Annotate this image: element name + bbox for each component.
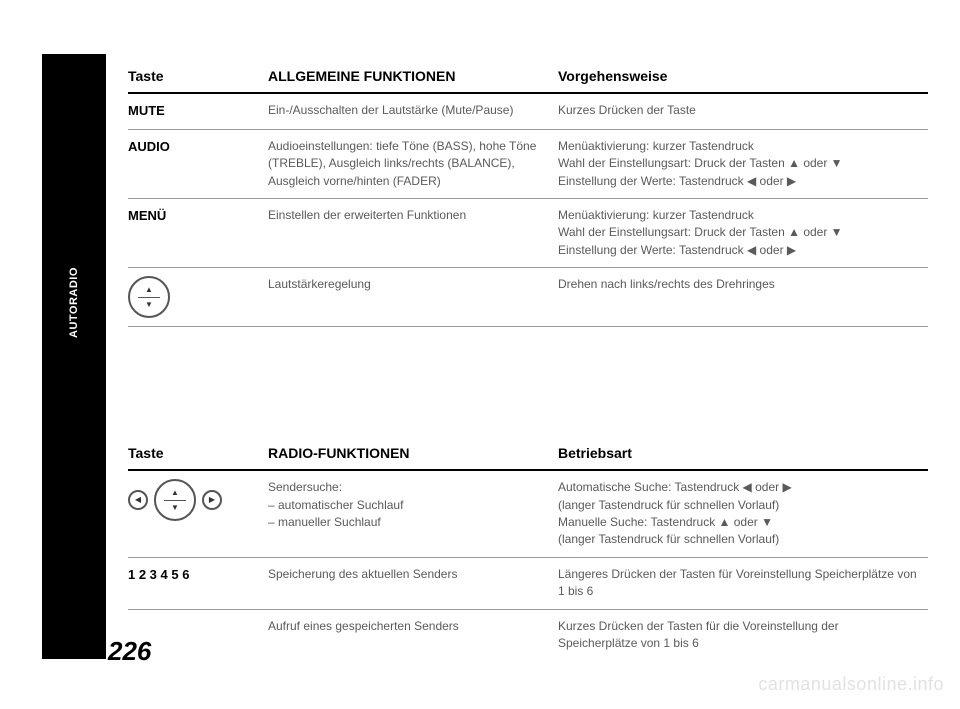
t2-head-key: Taste — [128, 437, 268, 470]
t2r1-op: Längeres Drücken der Tasten für Voreinst… — [558, 557, 928, 609]
t2r1-fn: Speicherung des aktuellen Senders — [268, 557, 558, 609]
sidebar-tab — [42, 54, 106, 659]
t1r3-op: Drehen nach links/rechts des Drehringes — [558, 268, 928, 327]
table-row: MENÜ Einstellen der erweiterten Funktion… — [128, 199, 928, 268]
table-row: MUTE Ein-/Ausschalten der Lautstärke (Mu… — [128, 93, 928, 129]
t1r1-fn: Audioeinstellungen: tiefe Töne (BASS), h… — [268, 129, 558, 198]
dial-icon: ▲▼ — [154, 479, 196, 521]
t1r2-fn: Einstellen der erweiterten Funktionen — [268, 199, 558, 268]
sidebar-label: AUTORADIO — [68, 274, 80, 338]
t1r2-op: Menüaktivierung: kurzer TastendruckWahl … — [558, 199, 928, 268]
t2r0-fn: Sendersuche:– automatischer Suchlauf– ma… — [268, 470, 558, 557]
spacer — [128, 327, 928, 437]
left-arrow-icon: ◀ — [128, 490, 148, 510]
key-mute: MUTE — [128, 103, 165, 118]
t2-head-fn: RADIO-FUNKTIONEN — [268, 437, 558, 470]
t1r0-fn: Ein-/Ausschalten der Lautstärke (Mute/Pa… — [268, 93, 558, 129]
t1-head-key: Taste — [128, 60, 268, 93]
table-row: ◀ ▲▼ ▶ Sendersuche:– automatischer Suchl… — [128, 470, 928, 557]
t2r2-fn: Aufruf eines gespeicherten Senders — [268, 609, 558, 660]
table-row: 1 2 3 4 5 6 Speicherung des aktuellen Se… — [128, 557, 928, 609]
table-row: ▲▼ Lautstärkeregelung Drehen nach links/… — [128, 268, 928, 327]
t1r3-fn: Lautstärkeregelung — [268, 268, 558, 327]
volume-dial-icon: ▲▼ — [128, 276, 170, 318]
t1r1-op: Menüaktivierung: kurzer TastendruckWahl … — [558, 129, 928, 198]
key-menu: MENÜ — [128, 208, 166, 223]
key-audio: AUDIO — [128, 139, 170, 154]
key-presets: 1 2 3 4 5 6 — [128, 567, 189, 582]
t2-head-op: Betriebsart — [558, 437, 928, 470]
content-area: Taste ALLGEMEINE FUNKTIONEN Vorgehenswei… — [128, 60, 928, 660]
radio-functions-table: Taste RADIO-FUNKTIONEN Betriebsart ◀ ▲▼ … — [128, 437, 928, 660]
t1r0-op: Kurzes Drücken der Taste — [558, 93, 928, 129]
general-functions-table: Taste ALLGEMEINE FUNKTIONEN Vorgehenswei… — [128, 60, 928, 327]
table-row: Aufruf eines gespeicherten Senders Kurze… — [128, 609, 928, 660]
right-arrow-icon: ▶ — [202, 490, 222, 510]
manual-page: AUTORADIO 226 carmanualsonline.info Tast… — [0, 0, 960, 709]
t2r0-op: Automatische Suche: Tastendruck ◀ oder ▶… — [558, 470, 928, 557]
seek-dial-icon: ◀ ▲▼ ▶ — [128, 479, 258, 521]
watermark: carmanualsonline.info — [758, 674, 944, 695]
table-row: AUDIO Audioeinstellungen: tiefe Töne (BA… — [128, 129, 928, 198]
t1-head-op: Vorgehensweise — [558, 60, 928, 93]
t1-head-fn: ALLGEMEINE FUNKTIONEN — [268, 60, 558, 93]
t2r2-op: Kurzes Drücken der Tasten für die Vorein… — [558, 609, 928, 660]
